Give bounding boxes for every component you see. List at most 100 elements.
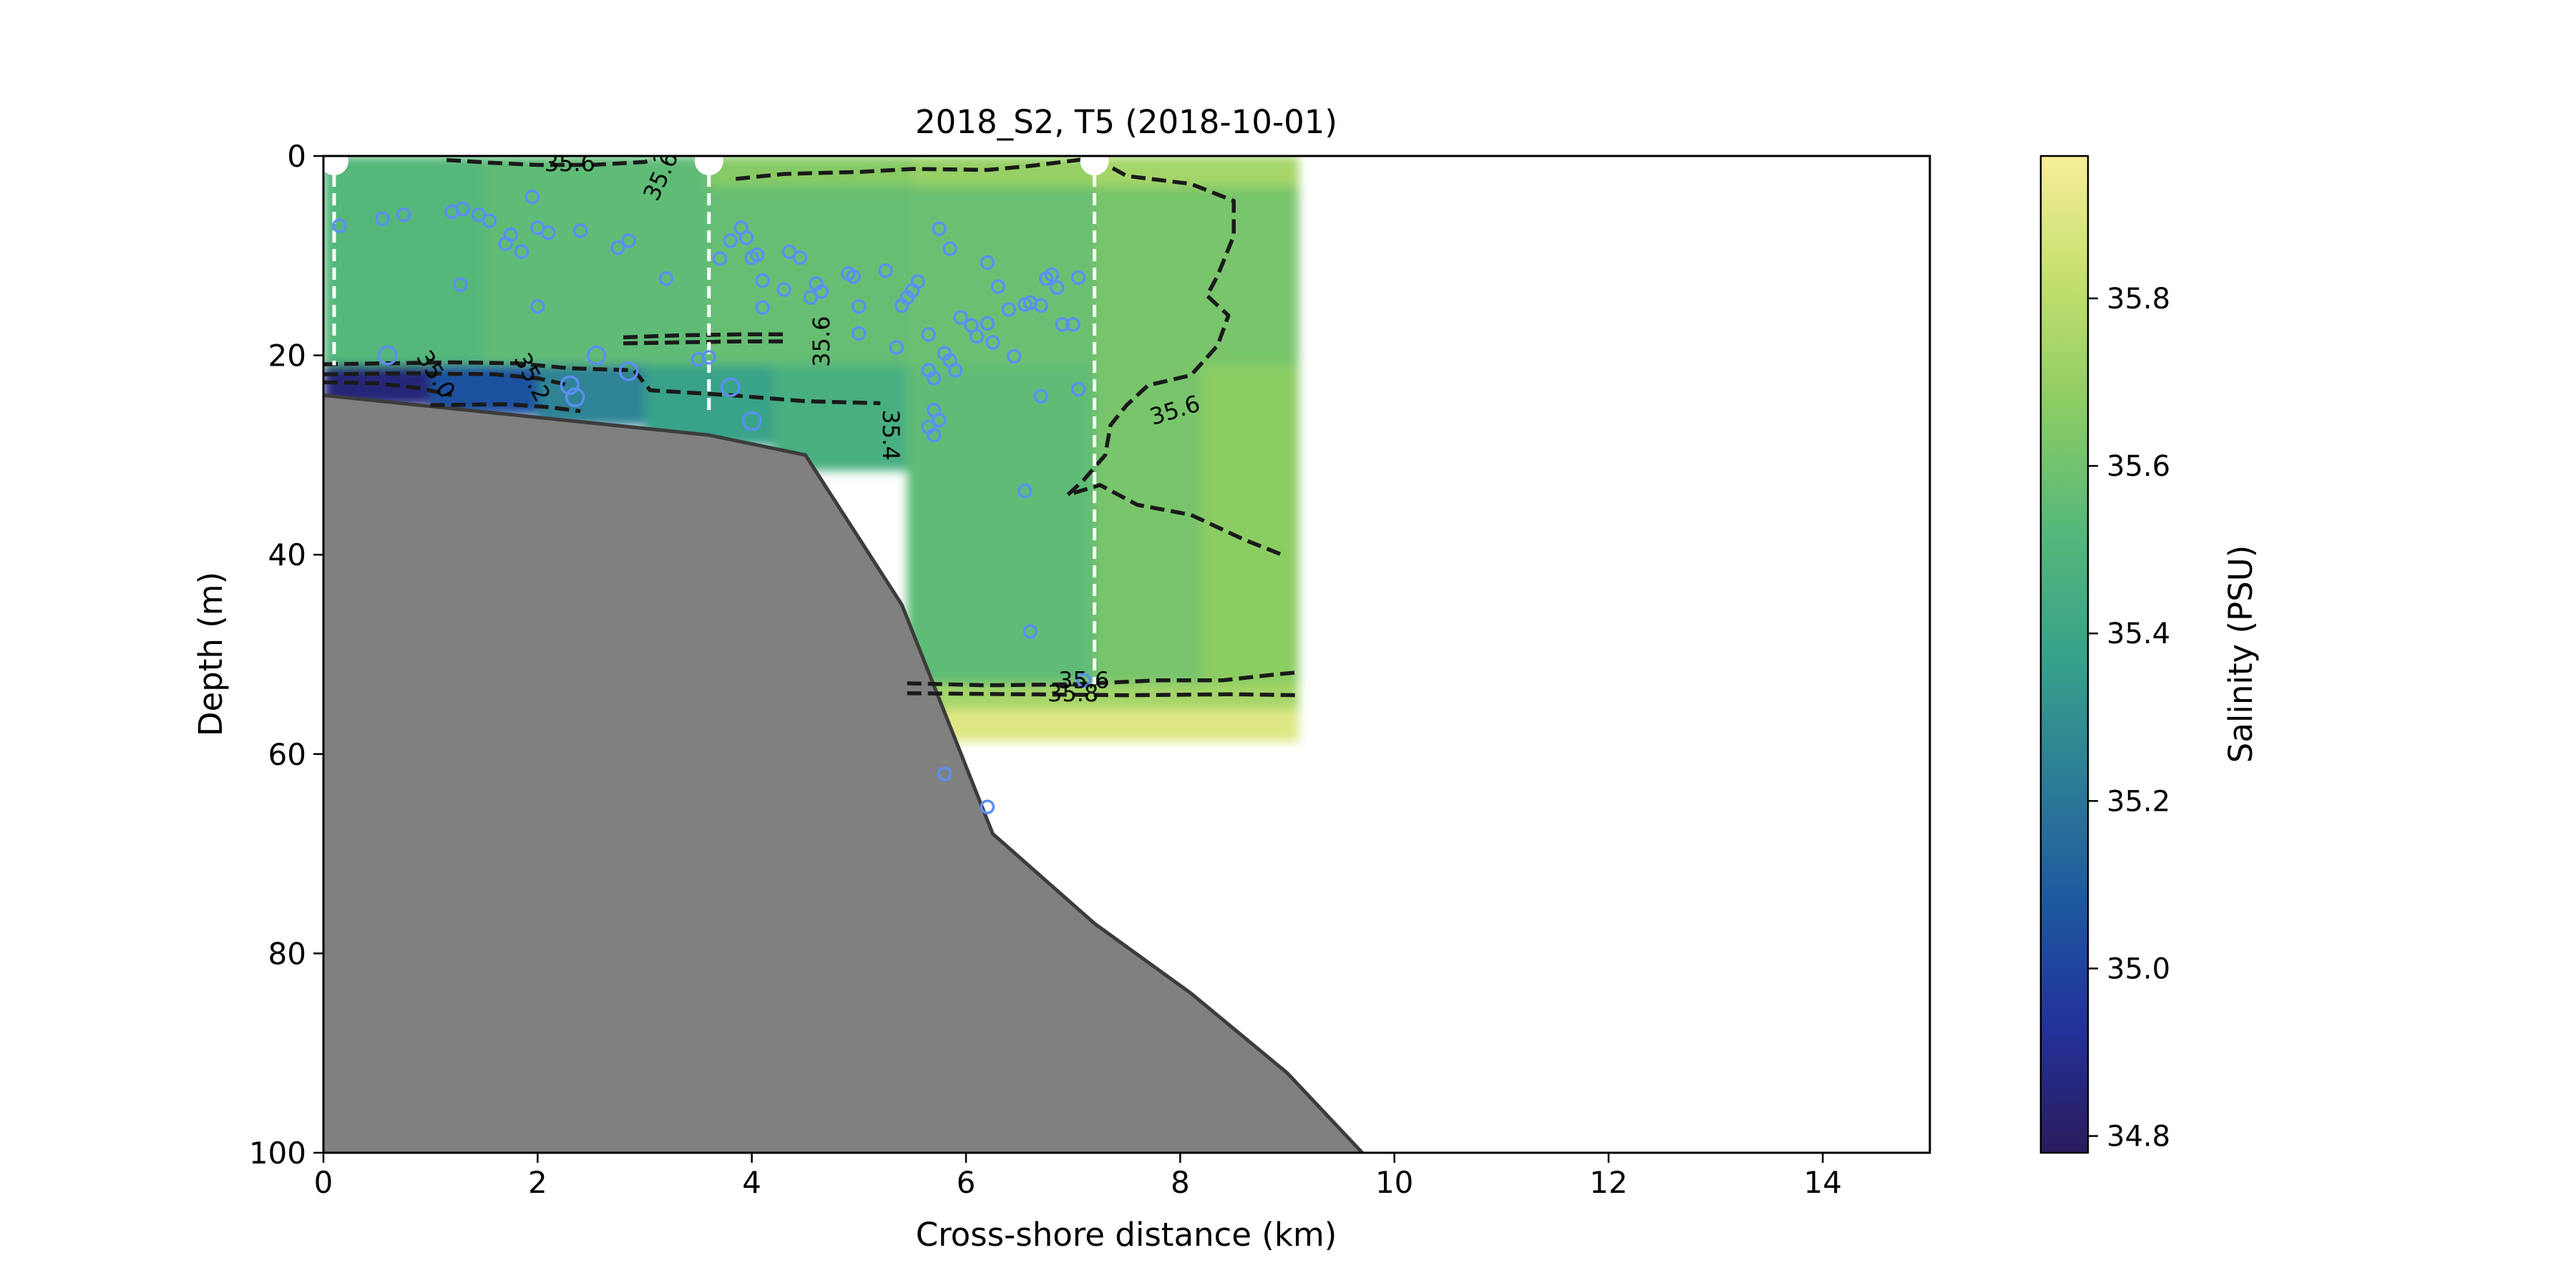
scatter-point	[1033, 389, 1049, 404]
scatter-point	[1055, 317, 1070, 332]
contour-line	[907, 670, 1299, 688]
x-tick-label: 0	[314, 1165, 333, 1200]
scatter-point	[932, 221, 947, 236]
salinity-cell	[1201, 365, 1299, 686]
scatter-point	[926, 427, 942, 443]
scatter-point	[1018, 483, 1033, 499]
scatter-point	[572, 223, 588, 238]
scatter-point	[1076, 673, 1091, 688]
salinity-cell	[912, 156, 1096, 366]
contour-line	[623, 339, 784, 346]
scatter-point	[514, 244, 530, 259]
scatter-point	[565, 387, 585, 407]
x-tick-label: 4	[742, 1165, 761, 1200]
x-axis: 0 2 4 6 8 10 12 14	[314, 1153, 1842, 1200]
scatter-point	[610, 240, 625, 255]
scatter-point	[937, 766, 952, 781]
contour-label: 35.8	[1048, 680, 1098, 707]
scatter-point	[776, 282, 791, 297]
y-tick-label: 80	[268, 936, 306, 971]
chart-title: 2018_S2, T5 (2018-10-01)	[915, 103, 1337, 141]
colorbar-body	[2039, 155, 2089, 1154]
contour-line	[323, 371, 570, 388]
contour-label: 35.6	[808, 316, 835, 366]
scatter-point	[749, 247, 765, 263]
scatter-point	[969, 328, 985, 344]
salinity-field	[323, 156, 1299, 742]
scatter-point	[953, 310, 968, 325]
scatter-point	[980, 255, 995, 270]
contour-line	[323, 380, 453, 397]
bathymetry-layer	[323, 393, 1364, 1153]
scatter-point	[1023, 624, 1038, 639]
colorbar-tick-label: 35.8	[2107, 283, 2170, 316]
scatter-point	[755, 273, 770, 288]
y-tick-label: 40	[268, 537, 306, 572]
scatter-point	[926, 371, 942, 386]
scatter-point	[852, 299, 867, 314]
contour-line	[735, 156, 1095, 181]
scatter-point	[852, 326, 867, 341]
y-axis: 0 20 40 60 80 100	[249, 139, 323, 1171]
scatter-point	[618, 361, 639, 381]
colorbar-label: Salinity (PSU)	[2222, 545, 2260, 763]
salinity-cell	[1094, 156, 1299, 187]
scatter-point	[720, 377, 741, 397]
y-tick-label: 60	[268, 737, 306, 772]
bathymetry-fill	[323, 395, 1362, 1153]
scatter-point	[910, 274, 925, 289]
x-tick-label: 10	[1375, 1165, 1413, 1200]
scatter-point	[878, 263, 893, 278]
contour-line	[907, 691, 1299, 698]
salinity-cell	[907, 709, 1299, 742]
contour-label: 35.6	[545, 150, 595, 177]
scatter-point	[1070, 381, 1086, 397]
scatter-point	[701, 350, 717, 365]
scatter-point	[1065, 317, 1080, 332]
colorbar-tick-label: 34.8	[2107, 1121, 2170, 1153]
scatter-point	[814, 284, 829, 299]
scatter-point	[990, 279, 1006, 294]
scatter-point	[980, 799, 995, 814]
scatter-point	[396, 207, 411, 223]
colorbar-tick-label: 35.4	[2107, 618, 2170, 650]
salinity-cell	[323, 156, 485, 366]
scatter-point	[947, 363, 963, 378]
profile-marker	[319, 147, 348, 175]
scatter-point	[980, 316, 995, 331]
contour-layer	[323, 156, 1299, 698]
salinity-cell	[537, 365, 645, 426]
profile-layer	[319, 147, 1109, 685]
scatter-layer	[332, 189, 1091, 814]
scatter-point	[741, 411, 762, 431]
scatter-point	[1033, 298, 1049, 313]
scatter-point	[792, 250, 808, 265]
scatter-point	[846, 269, 862, 284]
scatter-point	[712, 251, 728, 266]
scatter-point	[621, 233, 636, 248]
x-axis-label: Cross-shore distance (km)	[916, 1216, 1337, 1254]
salinity-cell	[1094, 365, 1203, 686]
colorbar-axis: 34.8 35.0 35.2 35.4 35.6 35.8	[2088, 283, 2170, 1153]
x-tick-label: 12	[1589, 1165, 1627, 1200]
y-tick-label: 100	[249, 1136, 306, 1171]
scatter-point	[541, 225, 556, 240]
salinity-cell	[708, 156, 914, 366]
x-tick-label: 6	[957, 1165, 976, 1200]
contour-line	[323, 360, 881, 406]
profile-marker	[694, 147, 723, 175]
colorbar-tick-label: 35.0	[2107, 952, 2170, 985]
plot-frame	[322, 155, 1931, 1154]
scatter-point	[738, 230, 754, 245]
scatter-point	[471, 207, 487, 223]
colorbar-tick-label: 35.6	[2107, 450, 2170, 483]
scatter-point	[723, 233, 738, 248]
contour-line	[430, 402, 581, 414]
scatter-point	[889, 340, 904, 355]
scatter-point	[1001, 302, 1017, 317]
contour-label: 35.6	[1058, 667, 1109, 694]
scatter-point	[560, 375, 580, 396]
x-tick-label: 2	[528, 1165, 547, 1200]
scatter-point	[586, 345, 607, 366]
